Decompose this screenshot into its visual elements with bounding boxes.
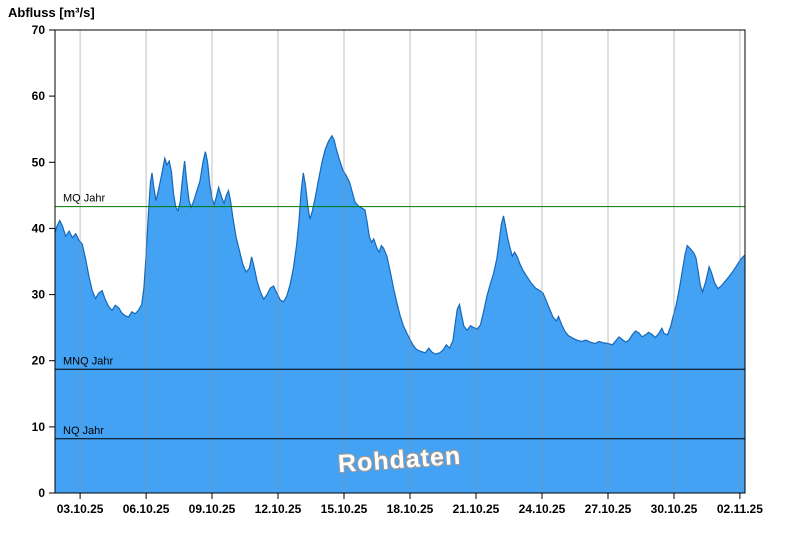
x-tick-label: 30.10.25 [651,502,698,516]
x-tick-label: 15.10.25 [321,502,368,516]
x-tick-label: 03.10.25 [57,502,104,516]
reference-line-label-nq: NQ Jahr [63,425,104,437]
discharge-area [55,135,745,494]
y-tick-label: 60 [32,89,46,103]
x-tick-label: 18.10.25 [387,502,434,516]
x-tick-label: 21.10.25 [453,502,500,516]
x-tick-label: 02.11.25 [717,502,763,516]
x-tick-label: 12.10.25 [255,502,302,516]
x-tick-label: 06.10.25 [123,502,170,516]
reference-line-label-mq: MQ Jahr [63,193,106,205]
y-tick-label: 30 [32,288,46,302]
y-tick-label: 70 [32,23,46,37]
x-tick-label: 24.10.25 [519,502,566,516]
y-tick-label: 0 [38,486,45,500]
y-tick-label: 50 [32,155,46,169]
chart-title: Abfluss [m³/s] [8,5,95,20]
y-tick-label: 10 [32,420,46,434]
x-tick-label: 09.10.25 [189,502,236,516]
y-tick-label: 40 [32,221,46,235]
reference-line-label-mnq: MNQ Jahr [63,355,113,367]
x-tick-label: 27.10.25 [585,502,632,516]
y-tick-label: 20 [32,354,46,368]
discharge-line [54,134,746,355]
plot-border [54,29,746,494]
